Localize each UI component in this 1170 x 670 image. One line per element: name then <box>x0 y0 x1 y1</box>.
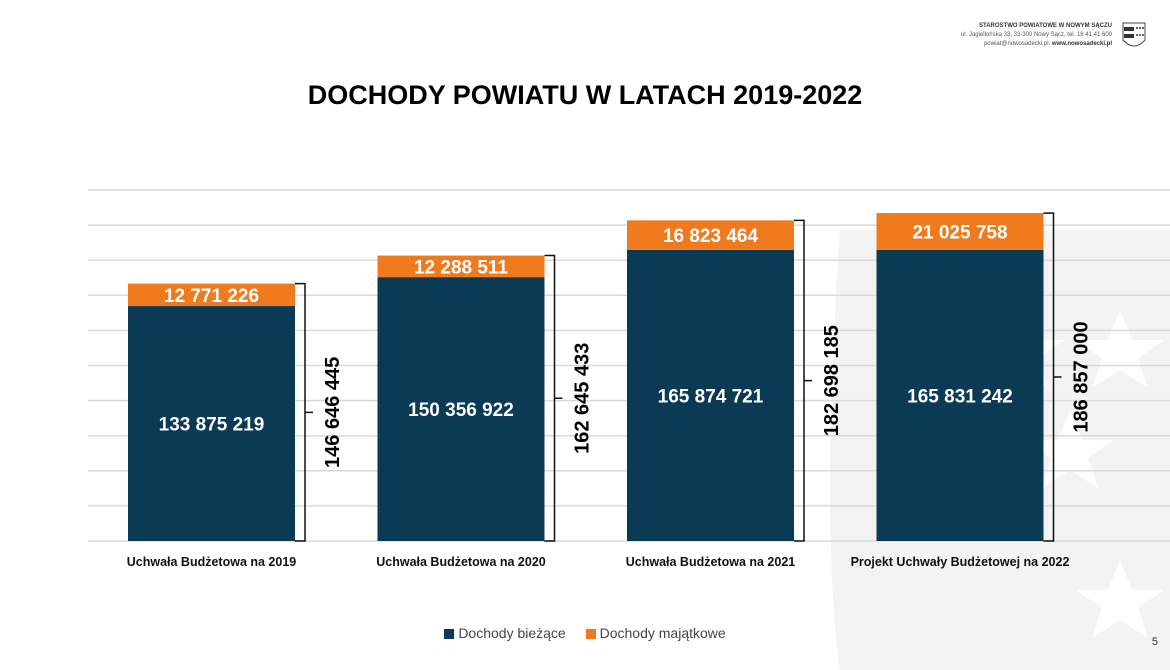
bar-dochody-biezace <box>377 277 545 541</box>
total-label: 146 646 445 <box>322 357 344 468</box>
legend-label: Dochody majątkowe <box>599 625 726 641</box>
category-label: Uchwała Budżetowa na 2021 <box>626 555 796 569</box>
legend-label: Dochody bieżące <box>458 625 566 641</box>
org-website: www.nowosadecki.pl <box>1051 41 1112 47</box>
crest-logo <box>1122 22 1146 47</box>
data-label-biezace: 150 356 922 <box>408 400 514 421</box>
header-contact: STAROSTWO POWIATOWE W NOWYM SĄCZU ul. Ja… <box>961 22 1112 49</box>
total-label: 182 698 185 <box>821 325 843 436</box>
data-label-biezace: 165 831 242 <box>907 386 1013 407</box>
category-label: Uchwała Budżetowa na 2020 <box>376 555 546 569</box>
data-label-biezace: 133 875 219 <box>159 415 265 436</box>
data-label-biezace: 165 874 721 <box>658 386 764 407</box>
legend-item-capital: Dochody majątkowe <box>585 625 726 641</box>
data-label-majatkowe: 16 823 464 <box>663 226 759 247</box>
bar-dochody-biezace <box>128 306 295 541</box>
total-label: 186 857 000 <box>1071 321 1093 432</box>
org-address: ul. Jagiellońska 33, 33-300 Nowy Sącz, t… <box>960 32 1112 38</box>
total-brace <box>794 219 812 542</box>
data-label-majatkowe: 21 025 758 <box>912 223 1007 244</box>
bar-dochody-biezace <box>876 249 1044 541</box>
total-brace <box>295 282 313 542</box>
legend-swatch <box>585 629 596 639</box>
chart-title: DOCHODY POWIATU W LATACH 2019-2022 <box>307 80 863 110</box>
legend: Dochody bieżące Dochody majątkowe <box>0 625 1170 641</box>
bar-dochody-majatkowe <box>876 213 1044 250</box>
data-label-majatkowe: 12 771 226 <box>164 286 259 307</box>
total-brace <box>544 254 563 542</box>
org-email: powiat@nowosadecki.pl, <box>984 41 1051 47</box>
total-label: 162 645 433 <box>572 343 594 454</box>
page-number: 5 <box>1151 636 1158 648</box>
bar-dochody-majatkowe <box>627 220 794 250</box>
total-brace <box>1043 212 1062 542</box>
bar-dochody-biezace <box>627 249 794 541</box>
category-label: Projekt Uchwały Budżetowej na 2022 <box>851 555 1070 569</box>
bar-dochody-majatkowe <box>128 283 295 307</box>
data-label-majatkowe: 12 288 511 <box>414 257 508 278</box>
legend-swatch <box>444 629 455 639</box>
bar-dochody-majatkowe <box>377 255 545 278</box>
legend-item-current: Dochody bieżące <box>444 625 566 641</box>
org-name: STAROSTWO POWIATOWE W NOWYM SĄCZU <box>979 23 1112 29</box>
category-label: Uchwała Budżetowa na 2019 <box>127 555 297 569</box>
